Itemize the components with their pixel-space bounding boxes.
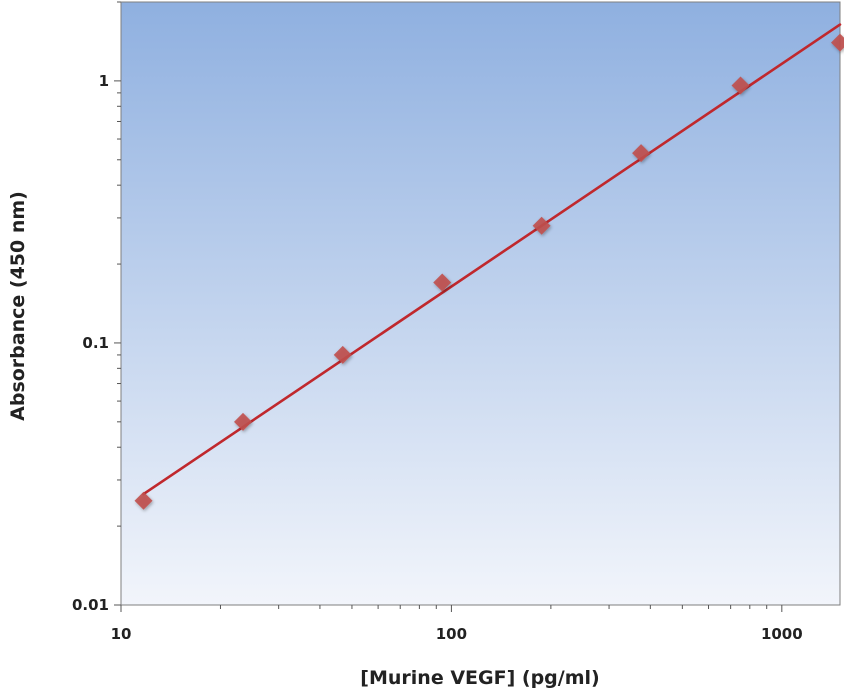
fit-line: [142, 23, 842, 496]
data-point: [831, 33, 844, 52]
x-tick-label: 100: [436, 625, 467, 643]
data-point: [134, 491, 153, 510]
data-point: [333, 345, 352, 364]
x-tick-label: 1000: [761, 625, 803, 643]
y-tick-label: 1: [99, 72, 109, 90]
data-point: [433, 273, 452, 292]
data-point: [632, 144, 651, 163]
x-axis-title: [Murine VEGF] (pg/ml): [360, 667, 599, 689]
plot-area: [120, 1, 841, 606]
y-axis-title: Absorbance (450 nm): [7, 191, 29, 421]
data-point: [233, 412, 252, 431]
y-tick-label: 0.1: [82, 334, 109, 352]
data-point: [532, 216, 551, 235]
fit-line-group: [142, 23, 842, 496]
x-tick-label: 10: [111, 625, 132, 643]
y-tick-label: 0.01: [72, 596, 109, 614]
axes: 10 100 1000 0.01 0.1 1: [72, 1, 803, 643]
data-points: [134, 33, 844, 510]
data-point: [731, 76, 750, 95]
